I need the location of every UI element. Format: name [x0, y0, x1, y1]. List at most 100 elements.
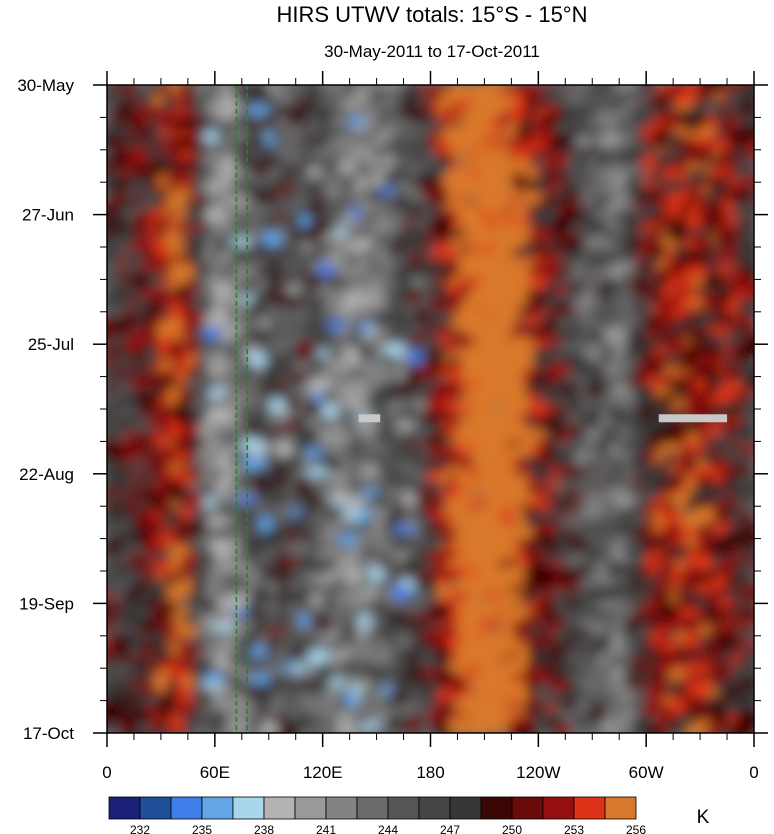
heatmap-cell — [461, 204, 475, 224]
colorbar-swatch — [356, 796, 389, 820]
heatmap-cell — [228, 549, 251, 566]
heatmap-cell — [158, 359, 174, 372]
heatmap-cell — [203, 496, 216, 507]
heatmap-cell — [501, 489, 534, 504]
heatmap-cell — [131, 236, 152, 252]
heatmap-cell — [458, 251, 490, 270]
heatmap-cell — [377, 315, 403, 327]
heatmap-cell — [502, 294, 530, 307]
heatmap-cell — [280, 95, 290, 104]
heatmap-cell — [740, 488, 754, 500]
heatmap-cell — [612, 463, 624, 478]
heatmap-cell — [295, 541, 311, 557]
heatmap-cell — [333, 353, 348, 365]
heatmap-cell — [735, 626, 754, 640]
colorbar-swatch — [139, 796, 172, 820]
heatmap-cell — [506, 346, 523, 359]
heatmap-cell — [304, 447, 323, 459]
heatmap-cell — [550, 131, 579, 151]
heatmap-cell — [532, 356, 549, 374]
heatmap-cell — [736, 246, 754, 258]
heatmap-cell — [153, 434, 170, 446]
colorbar-swatch — [449, 796, 482, 820]
heatmap-cell — [177, 374, 188, 385]
heatmap-cell — [503, 256, 519, 270]
heatmap-cell — [422, 366, 446, 380]
heatmap-cell — [341, 346, 360, 354]
heatmap-cell — [118, 612, 143, 625]
heatmap-cell — [257, 317, 272, 329]
heatmap-cell — [226, 171, 242, 178]
heatmap-cell — [383, 343, 408, 357]
heatmap-cell — [466, 292, 499, 307]
x-tick-label: 120E — [303, 763, 343, 782]
heatmap-cell — [108, 110, 121, 122]
heatmap-cell — [481, 176, 509, 195]
heatmap-cell — [130, 274, 154, 291]
heatmap-cell — [218, 559, 236, 574]
colorbar-swatch — [201, 796, 234, 820]
heatmap-cell — [357, 614, 371, 629]
heatmap-cell — [172, 85, 182, 93]
heatmap-cell — [203, 449, 220, 466]
heatmap-cell — [360, 678, 374, 686]
heatmap-cell — [468, 94, 488, 113]
heatmap-cell — [306, 666, 316, 676]
heatmap-cell — [452, 540, 475, 550]
heatmap-cell — [305, 656, 327, 665]
heatmap-cell — [674, 495, 689, 511]
heatmap-cell — [107, 326, 118, 345]
heatmap-cell — [305, 309, 327, 328]
heatmap-cell — [288, 509, 304, 517]
heatmap-cell — [506, 105, 530, 124]
heatmap-cell — [154, 108, 182, 119]
colorbar-level-label: 250 — [502, 823, 522, 834]
heatmap-cell — [479, 371, 506, 384]
heatmap-cell — [725, 364, 741, 383]
heatmap-cell — [581, 330, 606, 345]
heatmap-cell — [289, 283, 299, 295]
heatmap-cell — [338, 533, 358, 546]
heatmap-cell — [210, 293, 229, 310]
heatmap-cell — [685, 499, 698, 511]
colorbar-swatch — [108, 796, 141, 820]
heatmap-cell — [107, 543, 119, 556]
heatmap-cell — [657, 618, 682, 633]
heatmap-cell — [240, 118, 261, 132]
heatmap-cell — [307, 165, 319, 178]
heatmap-cell — [171, 423, 185, 436]
heatmap-cell — [465, 314, 495, 326]
heatmap-cell — [343, 85, 360, 95]
heatmap-cell — [304, 576, 317, 585]
heatmap-cell — [625, 616, 642, 635]
heatmap-cell — [208, 154, 223, 170]
heatmap-cell — [318, 262, 335, 277]
heatmap-cell — [744, 140, 754, 160]
heatmap-cell — [329, 677, 345, 687]
colorbar-level-label: 235 — [192, 823, 212, 834]
heatmap-cell — [205, 407, 228, 423]
heatmap-cell — [738, 350, 752, 363]
heatmap-cell — [242, 453, 266, 470]
heatmap-cell — [662, 478, 679, 496]
heatmap-cell — [182, 508, 191, 524]
heatmap-cell — [368, 567, 386, 582]
y-tick-label: 25-Jul — [28, 335, 74, 354]
heatmap-cell — [378, 187, 397, 195]
heatmap-cell — [298, 612, 311, 627]
heatmap-cell — [460, 614, 474, 629]
heatmap-cell — [251, 164, 272, 176]
heatmap-cell — [173, 559, 181, 574]
heatmap-cell — [142, 299, 162, 317]
heatmap-cell — [373, 128, 397, 139]
heatmap-cell — [644, 190, 658, 203]
heatmap-cell — [476, 159, 492, 175]
heatmap-cell — [508, 203, 525, 218]
heatmap-cell — [229, 237, 252, 247]
heatmap-area — [107, 85, 754, 733]
heatmap-cell — [348, 208, 363, 218]
heatmap-cell — [273, 115, 291, 133]
colorbar-swatch — [573, 796, 606, 820]
heatmap-cell — [470, 531, 497, 541]
heatmap-cell — [333, 493, 352, 502]
